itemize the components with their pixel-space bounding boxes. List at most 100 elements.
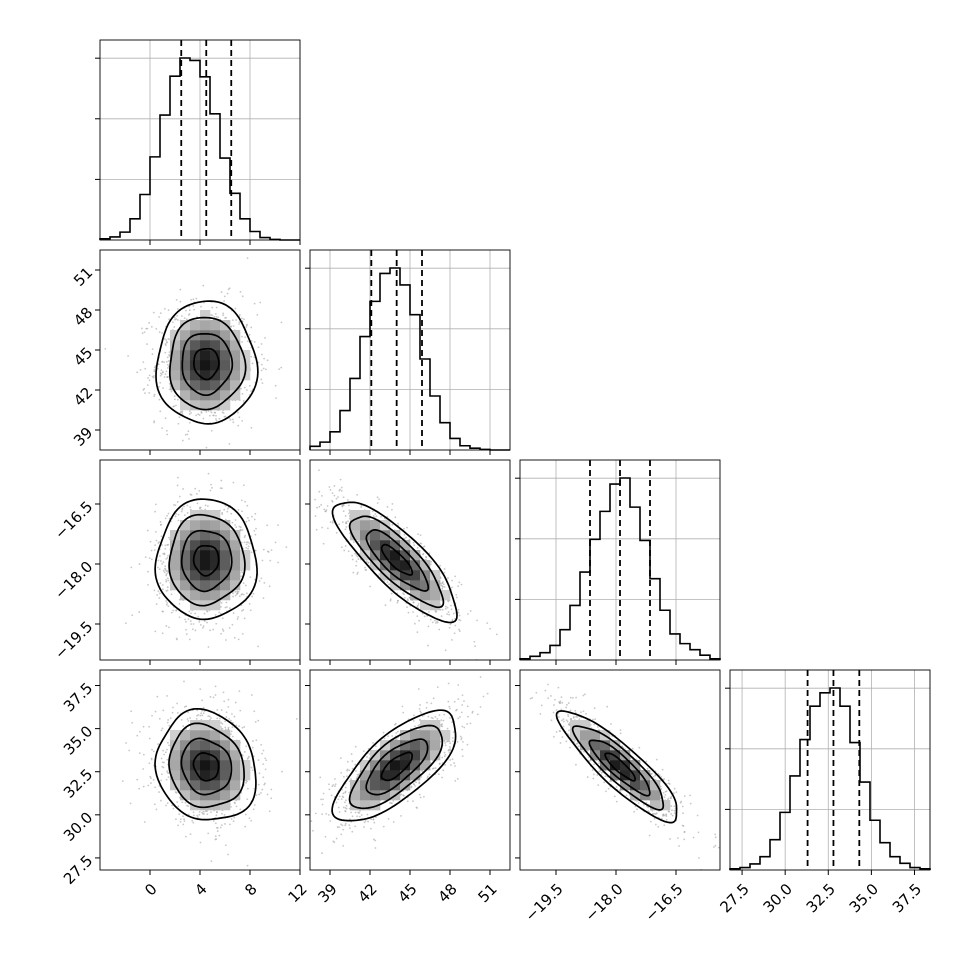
sample-point [165, 339, 168, 341]
sample-point [469, 610, 472, 612]
sample-point [430, 560, 433, 563]
density-bin [210, 510, 221, 521]
sample-point [355, 564, 358, 567]
sample-point [215, 419, 218, 422]
sample-point [187, 430, 190, 433]
sample-point [158, 398, 161, 401]
sample-point [232, 820, 235, 823]
density-bin [210, 600, 221, 611]
density-bin [210, 750, 221, 761]
sample-point [233, 715, 236, 718]
sample-point [148, 374, 151, 377]
sample-point [166, 577, 169, 580]
sample-point [342, 844, 345, 847]
sample-point [458, 614, 461, 617]
sample-point [177, 824, 179, 827]
sample-point [231, 521, 234, 524]
sample-point [360, 504, 363, 507]
sample-point [454, 780, 457, 782]
sample-point [192, 811, 195, 814]
sample-point [422, 553, 424, 556]
sample-point [429, 563, 432, 566]
sample-point [262, 548, 265, 551]
sample-point [215, 814, 218, 817]
sample-point [448, 705, 451, 708]
sample-point [241, 571, 244, 574]
sample-point [162, 749, 165, 752]
sample-point [225, 716, 228, 718]
sample-point [154, 630, 157, 633]
density-bin [170, 770, 181, 781]
sample-point [390, 592, 393, 595]
sample-point [253, 518, 256, 521]
sample-point [187, 618, 190, 621]
sample-point [188, 421, 191, 424]
density-bin [360, 540, 371, 551]
density-bin [170, 360, 181, 371]
density-bin [190, 790, 201, 801]
sample-point [247, 541, 250, 544]
panel-backgrounds [100, 40, 930, 870]
sample-point [342, 806, 345, 809]
sample-point [192, 623, 195, 625]
sample-point [200, 411, 203, 414]
sample-point [198, 507, 201, 510]
sample-point [189, 833, 192, 836]
sample-point [179, 820, 182, 823]
density-bin [230, 790, 241, 801]
sample-point [220, 632, 222, 635]
sample-point [194, 629, 197, 632]
sample-point [182, 725, 185, 727]
sample-point [166, 589, 169, 592]
sample-point [150, 325, 153, 328]
density-bin [420, 590, 431, 601]
sample-point [230, 818, 233, 820]
sample-point [138, 787, 141, 790]
density-bin [180, 320, 191, 331]
sample-point [376, 502, 379, 504]
sample-point [176, 501, 179, 503]
sample-point [250, 551, 253, 554]
density-bin [370, 540, 381, 551]
sample-point [403, 527, 405, 530]
sample-point [214, 613, 217, 616]
sample-point [232, 592, 234, 595]
sample-point [212, 628, 215, 631]
sample-point [447, 600, 450, 603]
density-bin [190, 750, 201, 761]
sample-point [163, 307, 166, 310]
sample-point [238, 595, 241, 598]
sample-point [183, 505, 185, 508]
sample-point [224, 823, 226, 825]
density-bin [220, 350, 231, 361]
sample-point [203, 612, 206, 615]
sample-point [217, 316, 219, 319]
sample-point [166, 572, 169, 574]
sample-point [196, 814, 199, 817]
sample-point [150, 549, 153, 552]
sample-point [160, 799, 162, 802]
sample-point [383, 737, 386, 740]
density-bin [240, 350, 251, 361]
sample-point [165, 804, 167, 807]
sample-point [204, 504, 207, 507]
density-bin [390, 540, 401, 551]
sample-point [347, 504, 350, 507]
sample-point [194, 487, 197, 490]
sample-point [128, 749, 131, 752]
density-bin [210, 760, 221, 771]
density-bin [370, 520, 381, 531]
sample-point [454, 765, 456, 767]
density-bin [180, 730, 191, 741]
sample-point [425, 556, 428, 559]
sample-point [392, 821, 395, 823]
density-bin [410, 580, 421, 591]
sample-point [443, 571, 446, 574]
sample-point [247, 547, 249, 550]
sample-point [241, 335, 243, 338]
sample-point [191, 819, 194, 822]
sample-point [235, 805, 238, 808]
sample-point [421, 715, 424, 717]
sample-point [275, 397, 278, 400]
sample-point [153, 421, 155, 424]
